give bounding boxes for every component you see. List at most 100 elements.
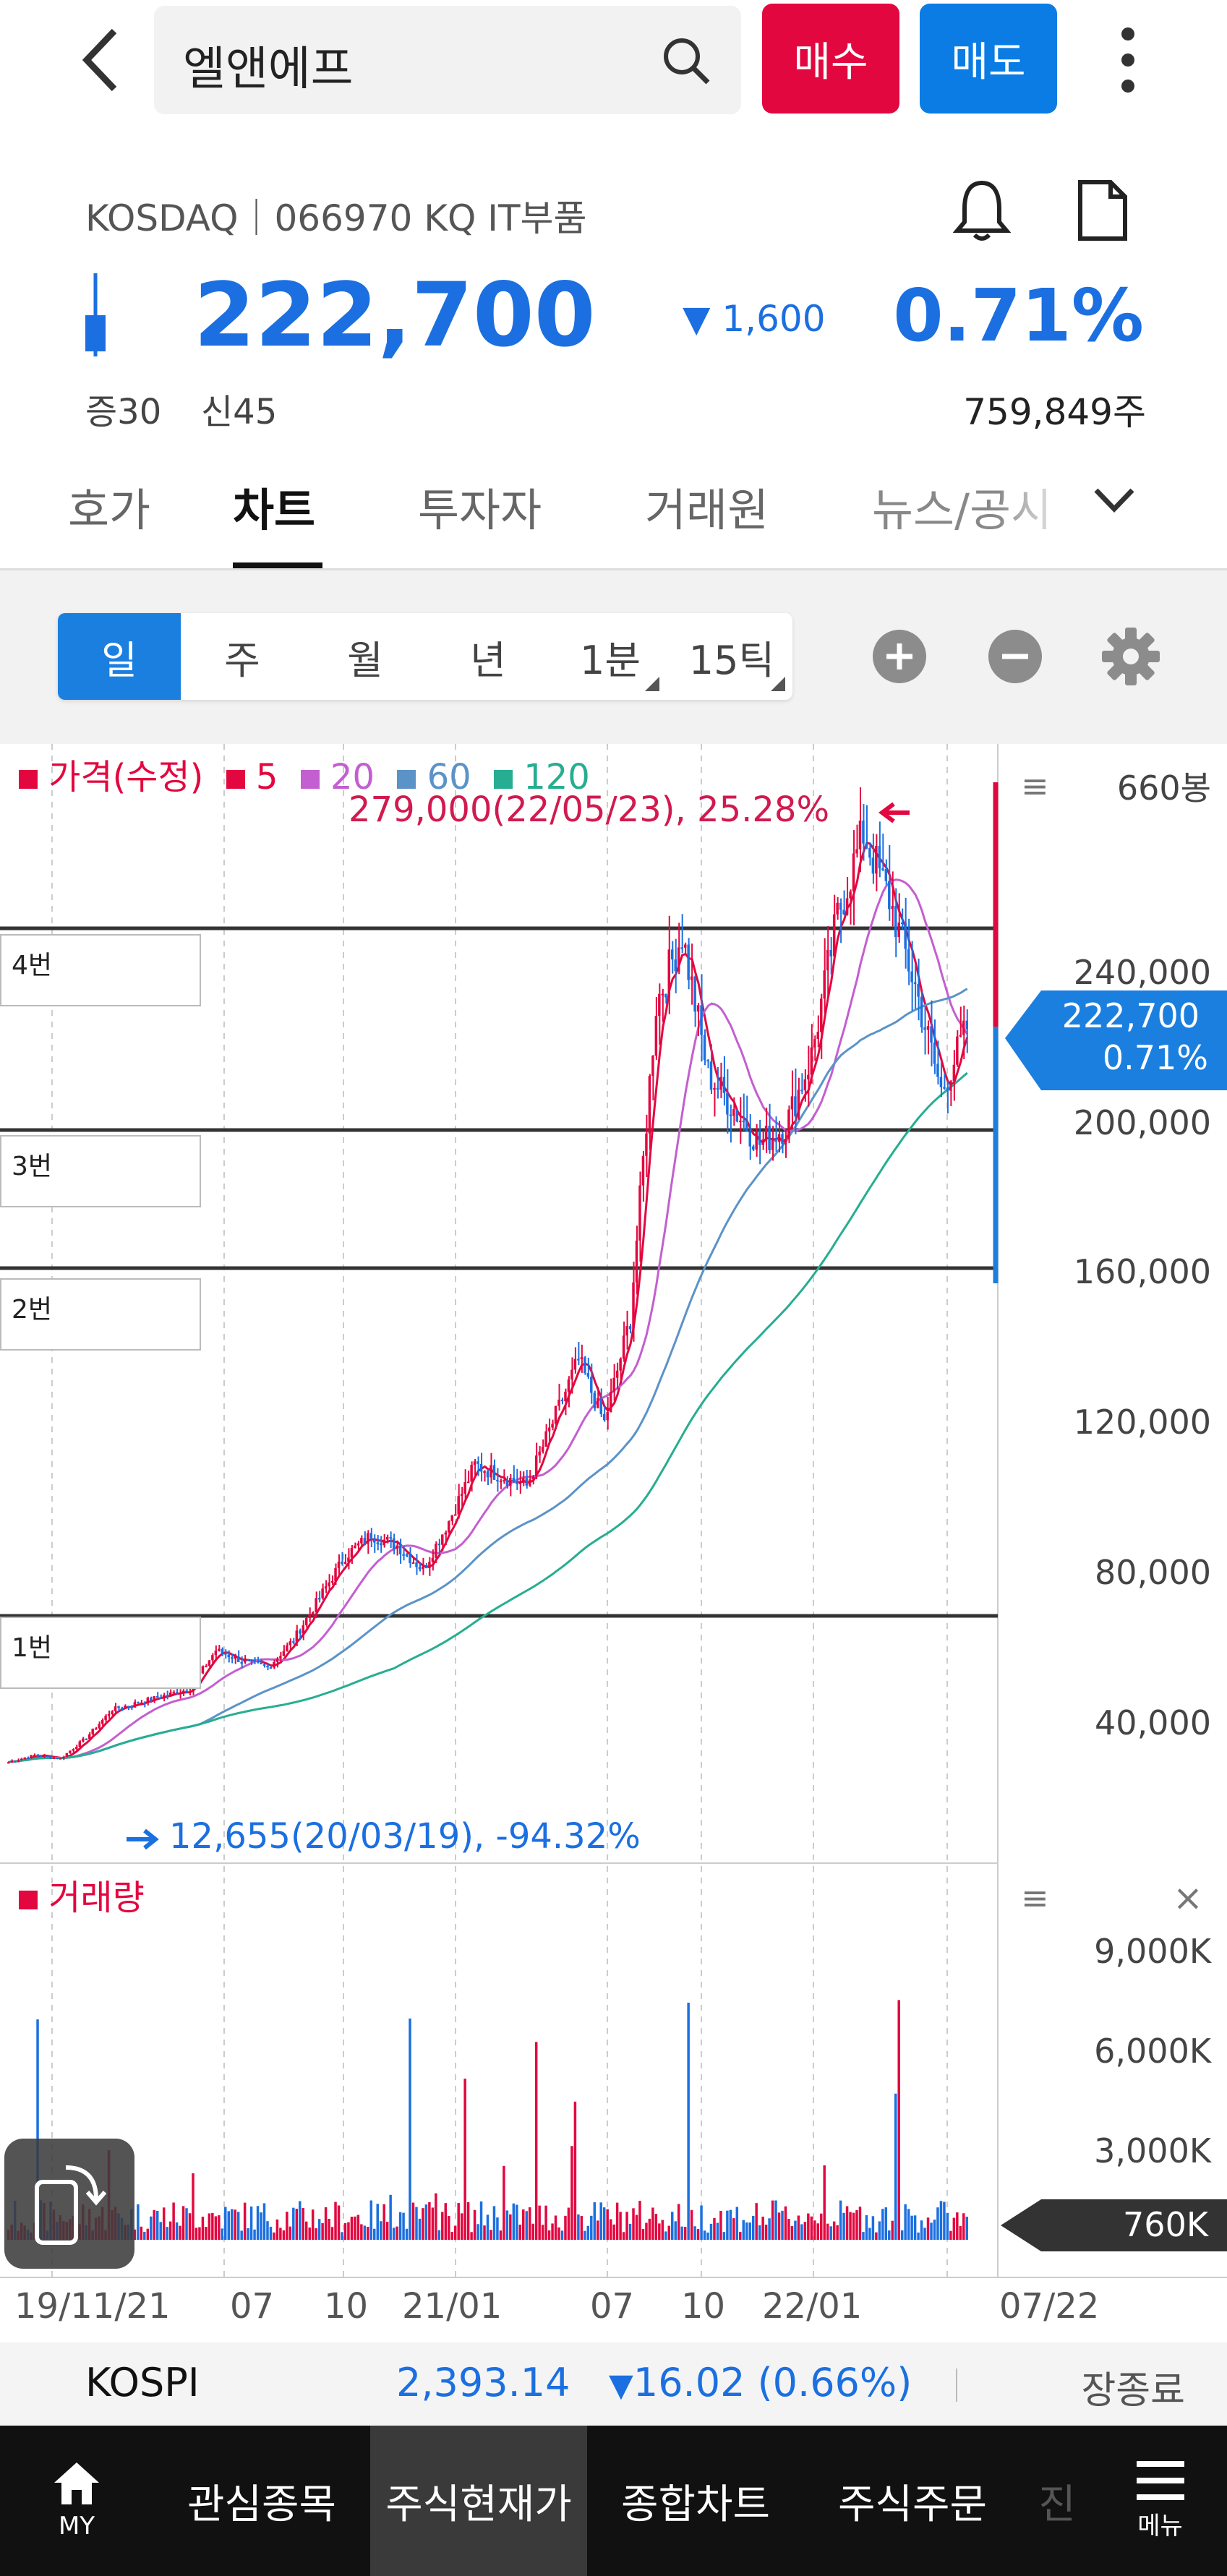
nav-watchlist[interactable]: 관심종목 xyxy=(187,2481,337,2528)
period-month-button[interactable]: 월 xyxy=(347,637,383,683)
volume-bar xyxy=(638,2201,641,2240)
marker-box-3[interactable]: 3번 xyxy=(0,1135,201,1207)
tab-chart[interactable]: 차트 xyxy=(233,484,316,536)
candle-body xyxy=(476,1461,479,1464)
marker-box-4[interactable]: 4번 xyxy=(0,934,201,1006)
tabs-expand-button[interactable] xyxy=(1092,484,1137,519)
candle-body xyxy=(881,868,884,870)
volume-bar xyxy=(651,2207,654,2240)
zoom-out-icon[interactable] xyxy=(988,629,1043,684)
period-day-button[interactable]: 일 xyxy=(58,613,181,700)
nav-more-partial[interactable]: 진 xyxy=(1038,2481,1076,2528)
candle-body xyxy=(315,1598,317,1613)
candle-body xyxy=(273,1661,275,1668)
candle-body xyxy=(722,1077,726,1093)
nav-menu[interactable]: 메뉴 xyxy=(1093,2426,1227,2576)
volume-bar xyxy=(181,2206,185,2240)
candle-body xyxy=(36,1755,39,1757)
candle-body xyxy=(690,976,693,980)
tab-investor[interactable]: 투자자 xyxy=(418,484,542,536)
candle-body xyxy=(959,1035,962,1037)
period-tick-button[interactable]: 15틱 xyxy=(688,637,775,683)
legend-ma5: 5 xyxy=(255,757,278,797)
volume-bar xyxy=(499,2230,503,2240)
memo-button[interactable] xyxy=(1076,179,1128,244)
candle-body xyxy=(382,1539,385,1546)
volume-bar xyxy=(192,2173,194,2240)
x-tick-end: 07/22 xyxy=(999,2286,1100,2327)
candle-body xyxy=(567,1379,570,1392)
search-icon[interactable] xyxy=(660,35,712,87)
buy-button[interactable]: 매수 xyxy=(762,4,899,114)
candle-body xyxy=(78,1741,81,1747)
alert-button[interactable] xyxy=(952,177,1012,245)
candle-body xyxy=(868,847,871,858)
ma-line-20 xyxy=(8,878,969,1763)
volume-bar xyxy=(418,2218,422,2240)
search-bar[interactable]: 엘앤에프 xyxy=(154,6,741,114)
period-week-button[interactable]: 주 xyxy=(224,637,260,683)
volume-bar xyxy=(755,2203,758,2240)
candle-body xyxy=(299,1630,302,1634)
volume-menu-icon[interactable]: ≡ xyxy=(1021,1878,1049,1917)
chart-menu-icon[interactable]: ≡ xyxy=(1021,766,1049,805)
volume-bar xyxy=(534,2042,538,2240)
volume-bar xyxy=(369,2200,373,2240)
search-input[interactable]: 엘앤에프 xyxy=(183,43,354,96)
volume-bar xyxy=(599,2202,602,2240)
volume-bar xyxy=(810,2216,813,2240)
volume-bar xyxy=(943,2201,946,2240)
volume-bar xyxy=(583,2230,586,2240)
candle-body xyxy=(448,1521,450,1533)
zoom-in-icon[interactable] xyxy=(872,629,927,684)
volume-bar xyxy=(794,2220,797,2240)
volume-bar xyxy=(777,2212,781,2240)
candle-body xyxy=(865,843,868,848)
back-button[interactable] xyxy=(69,14,134,105)
price-chart[interactable] xyxy=(0,744,1227,2342)
volume-bar xyxy=(411,2202,415,2240)
candle-body xyxy=(354,1545,356,1549)
sell-button[interactable]: 매도 xyxy=(920,4,1057,114)
volume-bar xyxy=(512,2203,516,2240)
tab-broker[interactable]: 거래원 xyxy=(645,484,769,536)
candle-body xyxy=(221,1648,224,1653)
volume-bar xyxy=(560,2230,564,2240)
x-tick-2101: 21/01 xyxy=(402,2286,503,2327)
vol-tick-3000k: 3,000K xyxy=(1094,2131,1211,2170)
tab-order-book[interactable]: 호가 xyxy=(68,484,151,536)
volume-bar xyxy=(538,2205,541,2240)
index-bar[interactable] xyxy=(0,2342,1227,2426)
candle-body xyxy=(706,1060,709,1062)
candle-body xyxy=(457,1496,460,1515)
volume-bar xyxy=(593,2202,597,2240)
volume-bar xyxy=(722,2232,726,2240)
nav-order[interactable]: 주식주문 xyxy=(837,2481,988,2528)
nav-total-chart[interactable]: 종합차트 xyxy=(620,2481,771,2528)
marker-box-2[interactable]: 2번 xyxy=(0,1278,201,1351)
candle-body xyxy=(137,1702,140,1704)
marker-box-1[interactable]: 1번 xyxy=(0,1617,201,1689)
volume-bar xyxy=(140,2226,143,2240)
candle-body xyxy=(784,1139,787,1144)
volume-bar xyxy=(920,2220,923,2240)
candle-body xyxy=(240,1661,243,1664)
candle-body xyxy=(328,1582,330,1587)
candle-body xyxy=(65,1753,69,1757)
candle-body xyxy=(321,1588,324,1599)
x-tick-start: 19/11/21 xyxy=(14,2286,171,2327)
candle-body xyxy=(150,1698,153,1701)
gear-icon[interactable] xyxy=(1100,626,1161,687)
marker-label-1: 1번 xyxy=(12,1633,53,1663)
period-year-button[interactable]: 년 xyxy=(470,637,506,683)
y-tick-40000: 40,000 xyxy=(1095,1703,1211,1742)
rotate-screen-button[interactable] xyxy=(4,2139,134,2269)
volume-bar xyxy=(466,2201,470,2240)
period-minute-button[interactable]: 1분 xyxy=(579,637,641,683)
volume-bar xyxy=(849,2212,852,2240)
nav-current-price[interactable]: 주식현재가 xyxy=(370,2426,587,2576)
volume-bar xyxy=(479,2201,483,2240)
volume-close-icon[interactable]: × xyxy=(1173,1877,1203,1919)
more-menu-button[interactable] xyxy=(1099,14,1157,105)
nav-my[interactable]: MY xyxy=(0,2426,153,2576)
